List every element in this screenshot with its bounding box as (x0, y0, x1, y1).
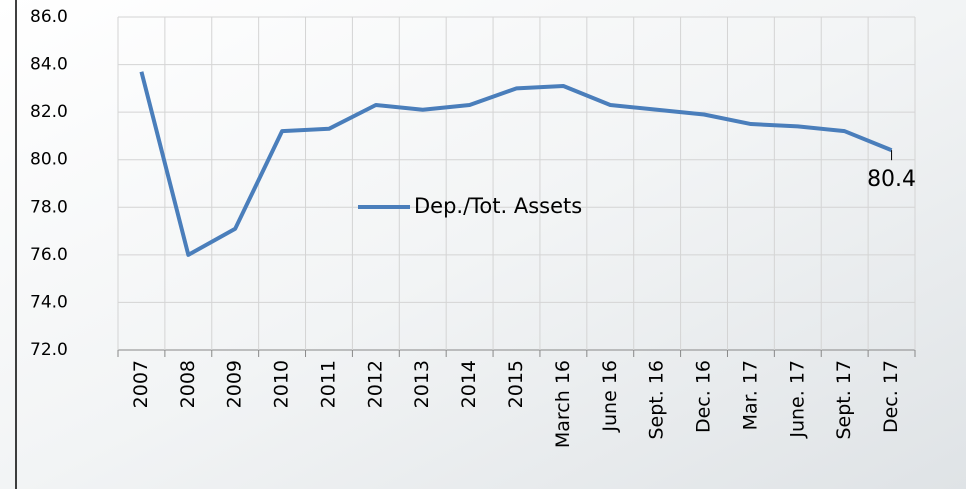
x-tick-label: 2007 (130, 360, 152, 408)
y-tick-label: 80.0 (30, 150, 68, 170)
y-tick-label: 74.0 (30, 292, 68, 312)
x-tick-label: Mar. 17 (739, 360, 761, 430)
data-label: 80.4 (867, 167, 916, 192)
line-series (139, 71, 893, 257)
x-tick-label: 2010 (271, 360, 293, 408)
x-tick-label: Sept. 16 (646, 360, 668, 440)
y-tick-label: 76.0 (30, 245, 68, 265)
x-tick-label: Dec. 16 (693, 360, 715, 433)
y-tick-label: 86.0 (30, 7, 68, 27)
x-tick-label: Dec. 17 (880, 360, 902, 433)
x-tick-label: 2012 (364, 360, 386, 408)
y-tick-label: 72.0 (30, 340, 68, 360)
x-tick-label: 2009 (224, 360, 246, 408)
x-tick-label: June. 17 (786, 360, 808, 439)
x-tick-label: June 16 (599, 360, 621, 433)
legend-label: Dep./Tot. Assets (414, 194, 582, 218)
x-tick-label: 2008 (177, 360, 199, 408)
y-tick-label: 82.0 (30, 102, 68, 122)
y-tick-label: 78.0 (30, 197, 68, 217)
x-tick-label: 2011 (317, 360, 339, 408)
x-tick-label: 2014 (458, 360, 480, 408)
x-tick-label: March 16 (552, 360, 574, 448)
y-tick-label: 84.0 (30, 55, 68, 75)
x-tick-label: 2013 (411, 360, 433, 408)
x-tick-label: 2015 (505, 360, 527, 408)
x-tick-label: Sept. 17 (833, 360, 855, 440)
